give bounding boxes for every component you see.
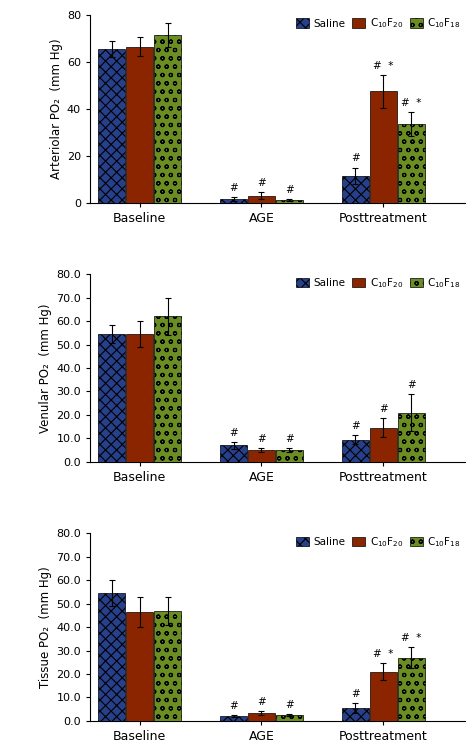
Bar	[220, 445, 247, 462]
Bar	[220, 199, 247, 203]
Bar	[398, 124, 425, 203]
Text: #: #	[257, 178, 266, 188]
Bar	[154, 316, 181, 462]
Bar	[248, 713, 275, 721]
Bar	[220, 716, 247, 721]
Bar	[370, 428, 397, 462]
Text: #  *: # *	[401, 98, 421, 108]
Text: #: #	[379, 404, 388, 415]
Bar	[126, 334, 153, 462]
Text: #: #	[229, 701, 238, 711]
Text: #: #	[285, 700, 294, 710]
Text: #: #	[407, 380, 416, 390]
Bar	[154, 611, 181, 721]
Bar	[398, 658, 425, 721]
Bar	[398, 412, 425, 462]
Bar	[98, 593, 125, 721]
Bar	[342, 439, 369, 462]
Bar	[154, 35, 181, 203]
Text: #  *: # *	[373, 650, 393, 659]
Text: #: #	[257, 697, 266, 707]
Bar	[370, 671, 397, 721]
Y-axis label: Tissue PO₂  (mm Hg): Tissue PO₂ (mm Hg)	[39, 566, 52, 688]
Bar	[276, 200, 303, 203]
Text: #: #	[351, 689, 360, 699]
Text: #  *: # *	[373, 61, 393, 71]
Bar	[248, 450, 275, 462]
Bar	[248, 196, 275, 203]
Text: #: #	[229, 183, 238, 193]
Text: #: #	[229, 428, 238, 438]
Bar	[98, 334, 125, 462]
Bar	[126, 612, 153, 721]
Text: #: #	[351, 421, 360, 431]
Bar	[342, 708, 369, 721]
Y-axis label: Venular PO₂  (mm Hg): Venular PO₂ (mm Hg)	[39, 303, 52, 433]
Text: #: #	[257, 433, 266, 444]
Text: #: #	[285, 185, 294, 195]
Bar	[126, 47, 153, 203]
Bar	[276, 450, 303, 462]
Legend: Saline, C$_{10}$F$_{20}$, C$_{10}$F$_{18}$: Saline, C$_{10}$F$_{20}$, C$_{10}$F$_{18…	[294, 14, 463, 32]
Y-axis label: Arteriolar PO₂  (mm Hg): Arteriolar PO₂ (mm Hg)	[50, 38, 63, 179]
Text: #  *: # *	[401, 633, 421, 643]
Text: #: #	[285, 433, 294, 444]
Legend: Saline, C$_{10}$F$_{20}$, C$_{10}$F$_{18}$: Saline, C$_{10}$F$_{20}$, C$_{10}$F$_{18…	[294, 273, 463, 291]
Bar	[342, 176, 369, 203]
Text: #: #	[351, 153, 360, 164]
Bar	[98, 49, 125, 203]
Legend: Saline, C$_{10}$F$_{20}$, C$_{10}$F$_{18}$: Saline, C$_{10}$F$_{20}$, C$_{10}$F$_{18…	[294, 532, 463, 550]
Bar	[276, 715, 303, 721]
Bar	[370, 92, 397, 203]
